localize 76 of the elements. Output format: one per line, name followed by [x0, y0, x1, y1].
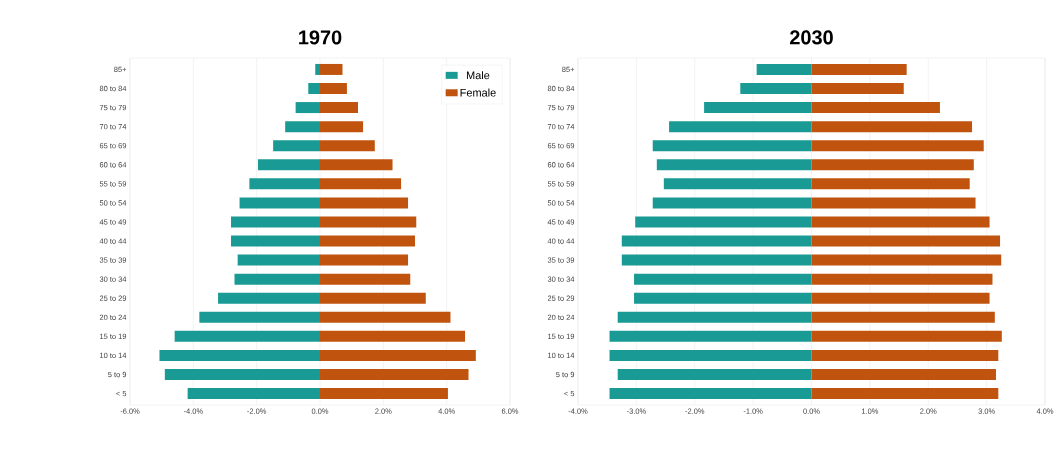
- bar: [811, 121, 973, 133]
- bar: [199, 311, 320, 323]
- bar: [218, 292, 320, 304]
- bar: [308, 83, 320, 95]
- bar: [320, 311, 451, 323]
- bar: [315, 63, 320, 75]
- bar: [231, 235, 320, 247]
- bar: [663, 178, 812, 190]
- bar: [609, 388, 812, 400]
- bar: [811, 102, 940, 114]
- bar: [656, 159, 812, 171]
- bar: [174, 330, 320, 342]
- bar: [811, 235, 1001, 247]
- bar: [621, 254, 812, 266]
- bar: [320, 349, 476, 361]
- bar: [164, 369, 320, 380]
- bar: [285, 121, 320, 133]
- bar: [320, 140, 375, 152]
- bar: [249, 178, 320, 190]
- bar: [811, 254, 1002, 266]
- bar: [320, 216, 417, 228]
- bar: [320, 388, 448, 400]
- bar: [234, 273, 320, 285]
- bar: [756, 63, 812, 75]
- bar: [634, 292, 812, 304]
- bar: [617, 311, 812, 323]
- bar: [239, 197, 320, 209]
- bar: [811, 140, 984, 152]
- legend-label: Female: [460, 88, 496, 97]
- bar: [811, 292, 990, 304]
- bar: [634, 273, 812, 285]
- bar: [295, 102, 320, 114]
- bar: [740, 83, 812, 95]
- bar: [669, 121, 812, 133]
- bar: [811, 330, 1002, 342]
- bar: [320, 292, 426, 304]
- bar: [704, 102, 812, 114]
- bar: [811, 311, 995, 323]
- bar: [320, 83, 347, 95]
- bar: [609, 330, 812, 342]
- legend-label: Male: [466, 71, 490, 80]
- bar: [159, 349, 320, 361]
- bar: [811, 197, 976, 209]
- bar: [811, 369, 996, 380]
- bar: [320, 254, 409, 266]
- bar: [621, 235, 812, 247]
- bar: [811, 83, 904, 95]
- bar: [811, 388, 999, 400]
- bar: [187, 388, 320, 400]
- bar: [320, 369, 469, 380]
- bar: [320, 63, 343, 75]
- chart-title: 1970: [299, 30, 342, 45]
- bar: [273, 140, 320, 152]
- bar: [320, 102, 358, 114]
- bar: [617, 369, 812, 380]
- bar: [257, 159, 320, 171]
- bar: [320, 235, 416, 247]
- bar: [811, 178, 970, 190]
- bar: [320, 273, 411, 285]
- chart-title: 2030: [790, 30, 833, 45]
- bar: [231, 216, 320, 228]
- bar: [811, 273, 993, 285]
- bar: [320, 197, 409, 209]
- bar: [652, 197, 812, 209]
- bar: [811, 349, 999, 361]
- bar: [320, 330, 466, 342]
- bar: [811, 159, 974, 171]
- bar: [320, 159, 393, 171]
- bar: [320, 178, 402, 190]
- bar: [609, 349, 812, 361]
- bar: [652, 140, 812, 152]
- bar: [811, 63, 907, 75]
- bar: [635, 216, 812, 228]
- bar: [237, 254, 320, 266]
- bar: [320, 121, 364, 133]
- bar: [811, 216, 990, 228]
